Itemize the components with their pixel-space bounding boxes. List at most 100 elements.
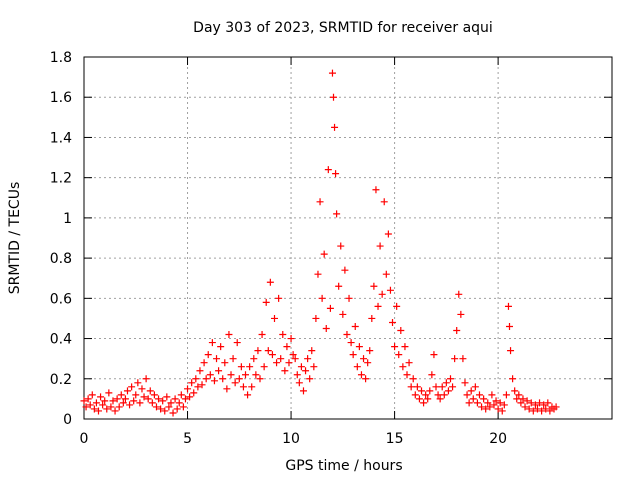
data-point-marker bbox=[215, 367, 223, 375]
data-point-marker bbox=[177, 391, 185, 399]
data-point-marker bbox=[316, 198, 324, 206]
data-point-marker bbox=[455, 290, 463, 298]
data-point-marker bbox=[262, 298, 270, 306]
data-point-marker bbox=[349, 351, 357, 359]
data-point-marker bbox=[482, 405, 490, 413]
data-point-marker bbox=[250, 355, 258, 363]
data-point-marker bbox=[306, 375, 314, 383]
y-tick-label: 1.4 bbox=[50, 130, 72, 146]
x-axis-label: GPS time / hours bbox=[285, 458, 402, 474]
data-point-marker bbox=[235, 375, 243, 383]
data-point-marker bbox=[370, 282, 378, 290]
data-point-marker bbox=[308, 347, 316, 355]
data-point-marker bbox=[326, 304, 334, 312]
data-point-marker bbox=[295, 379, 303, 387]
data-point-marker bbox=[509, 375, 517, 383]
data-point-marker bbox=[188, 379, 196, 387]
y-tick-label: 0.2 bbox=[50, 372, 72, 388]
data-point-marker bbox=[332, 170, 340, 178]
data-point-marker bbox=[229, 355, 237, 363]
data-point-marker bbox=[347, 339, 355, 347]
data-point-marker bbox=[94, 407, 102, 415]
data-point-marker bbox=[260, 363, 268, 371]
data-point-marker bbox=[465, 399, 473, 407]
data-point-marker bbox=[533, 405, 541, 413]
data-point-marker bbox=[438, 383, 446, 391]
data-point-marker bbox=[515, 391, 523, 399]
x-tick-label: 20 bbox=[489, 431, 507, 447]
data-point-marker bbox=[513, 395, 521, 403]
data-point-marker bbox=[291, 355, 299, 363]
data-point-marker bbox=[517, 399, 525, 407]
data-point-marker bbox=[200, 359, 208, 367]
data-point-marker bbox=[502, 391, 510, 399]
data-point-marker bbox=[486, 403, 494, 411]
data-point-marker bbox=[318, 294, 326, 302]
data-point-marker bbox=[225, 331, 233, 339]
data-point-marker bbox=[206, 371, 214, 379]
data-point-marker bbox=[123, 387, 131, 395]
data-point-marker bbox=[231, 379, 239, 387]
data-point-marker bbox=[415, 395, 423, 403]
data-point-marker bbox=[190, 389, 198, 397]
data-point-marker bbox=[138, 385, 146, 393]
data-point-marker bbox=[302, 367, 310, 375]
data-point-marker bbox=[82, 403, 90, 411]
data-point-marker bbox=[552, 403, 560, 411]
data-point-marker bbox=[101, 397, 109, 405]
data-point-marker bbox=[538, 407, 546, 415]
data-point-marker bbox=[134, 379, 142, 387]
data-point-marker bbox=[449, 383, 457, 391]
data-point-marker bbox=[397, 327, 405, 335]
data-point-marker bbox=[382, 270, 390, 278]
data-point-marker bbox=[97, 393, 105, 401]
data-point-marker bbox=[422, 391, 430, 399]
data-point-marker bbox=[504, 302, 512, 310]
data-point-marker bbox=[142, 375, 150, 383]
data-point-marker bbox=[196, 367, 204, 375]
data-point-marker bbox=[140, 393, 148, 401]
data-point-marker bbox=[173, 405, 181, 413]
data-point-marker bbox=[171, 395, 179, 403]
data-point-marker bbox=[304, 355, 312, 363]
data-point-marker bbox=[391, 343, 399, 351]
data-point-marker bbox=[368, 314, 376, 322]
data-point-marker bbox=[210, 377, 218, 385]
data-point-marker bbox=[213, 355, 221, 363]
y-tick-label: 0.4 bbox=[50, 332, 72, 348]
data-point-marker bbox=[523, 397, 531, 405]
y-tick-label: 0 bbox=[63, 412, 72, 428]
data-point-marker bbox=[109, 397, 117, 405]
data-point-marker bbox=[374, 302, 382, 310]
data-point-marker bbox=[511, 387, 519, 395]
data-point-marker bbox=[393, 302, 401, 310]
data-point-marker bbox=[202, 375, 210, 383]
data-point-marker bbox=[256, 375, 264, 383]
data-point-marker bbox=[463, 391, 471, 399]
data-point-marker bbox=[144, 395, 152, 403]
x-tick-label: 0 bbox=[80, 431, 89, 447]
data-point-marker bbox=[531, 401, 539, 409]
data-point-marker bbox=[432, 383, 440, 391]
data-point-marker bbox=[192, 375, 200, 383]
data-point-marker bbox=[540, 401, 548, 409]
data-point-marker bbox=[426, 387, 434, 395]
data-point-marker bbox=[366, 347, 374, 355]
data-point-marker bbox=[157, 405, 165, 413]
data-point-marker bbox=[254, 347, 262, 355]
data-point-marker bbox=[341, 266, 349, 274]
data-point-marker bbox=[490, 401, 498, 409]
data-point-marker bbox=[279, 331, 287, 339]
data-point-marker bbox=[500, 401, 508, 409]
data-point-marker bbox=[270, 314, 278, 322]
y-tick-label: 0.8 bbox=[50, 251, 72, 267]
data-point-marker bbox=[529, 407, 537, 415]
data-point-marker bbox=[343, 331, 351, 339]
data-point-marker bbox=[314, 270, 322, 278]
data-point-marker bbox=[181, 395, 189, 403]
data-point-marker bbox=[283, 343, 291, 351]
data-point-marker bbox=[264, 347, 272, 355]
data-point-marker bbox=[115, 403, 123, 411]
data-point-marker bbox=[105, 389, 113, 397]
data-point-marker bbox=[113, 395, 121, 403]
